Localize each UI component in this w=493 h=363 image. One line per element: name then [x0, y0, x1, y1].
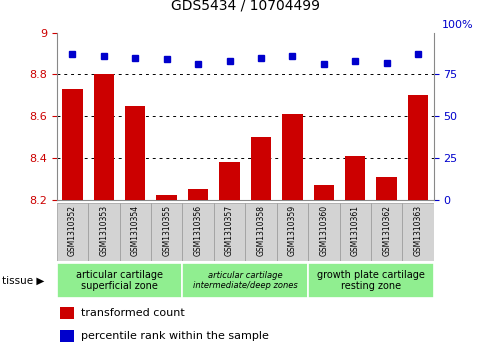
Bar — [61, 330, 73, 342]
Text: GSM1310355: GSM1310355 — [162, 205, 171, 256]
Bar — [277, 203, 308, 261]
Bar — [182, 263, 308, 298]
Bar — [340, 203, 371, 261]
Bar — [188, 189, 209, 200]
Bar — [57, 263, 182, 298]
Text: GSM1310360: GSM1310360 — [319, 205, 328, 256]
Bar — [119, 203, 151, 261]
Bar — [377, 177, 397, 200]
Bar — [125, 106, 145, 200]
Text: GSM1310352: GSM1310352 — [68, 205, 77, 256]
Text: GSM1310356: GSM1310356 — [194, 205, 203, 256]
Text: GSM1310357: GSM1310357 — [225, 205, 234, 256]
Bar — [214, 203, 246, 261]
Text: transformed count: transformed count — [81, 308, 185, 318]
Bar — [308, 263, 434, 298]
Text: GSM1310354: GSM1310354 — [131, 205, 140, 256]
Bar — [156, 195, 177, 200]
Text: GSM1310362: GSM1310362 — [382, 205, 391, 256]
Bar — [57, 203, 88, 261]
Bar — [402, 203, 434, 261]
Bar — [88, 203, 119, 261]
Bar — [245, 203, 277, 261]
Bar — [182, 203, 214, 261]
Bar — [219, 162, 240, 200]
Text: GSM1310363: GSM1310363 — [414, 205, 423, 256]
Bar — [62, 89, 83, 200]
Bar — [251, 137, 271, 200]
Text: GDS5434 / 10704499: GDS5434 / 10704499 — [171, 0, 320, 13]
Text: articular cartilage
intermediate/deep zones: articular cartilage intermediate/deep zo… — [193, 271, 298, 290]
Text: GSM1310361: GSM1310361 — [351, 205, 360, 256]
Text: percentile rank within the sample: percentile rank within the sample — [81, 331, 269, 341]
Bar — [314, 185, 334, 200]
Bar — [371, 203, 402, 261]
Text: growth plate cartilage
resting zone: growth plate cartilage resting zone — [317, 270, 425, 291]
Bar — [94, 74, 114, 200]
Bar — [151, 203, 182, 261]
Text: GSM1310358: GSM1310358 — [256, 205, 266, 256]
Text: tissue ▶: tissue ▶ — [2, 276, 45, 285]
Bar — [282, 114, 303, 200]
Bar — [61, 307, 73, 319]
Bar — [308, 203, 340, 261]
Text: articular cartilage
superficial zone: articular cartilage superficial zone — [76, 270, 163, 291]
Text: 100%: 100% — [442, 20, 474, 30]
Bar — [408, 95, 428, 200]
Bar — [345, 156, 365, 200]
Text: GSM1310353: GSM1310353 — [99, 205, 108, 256]
Text: GSM1310359: GSM1310359 — [288, 205, 297, 256]
